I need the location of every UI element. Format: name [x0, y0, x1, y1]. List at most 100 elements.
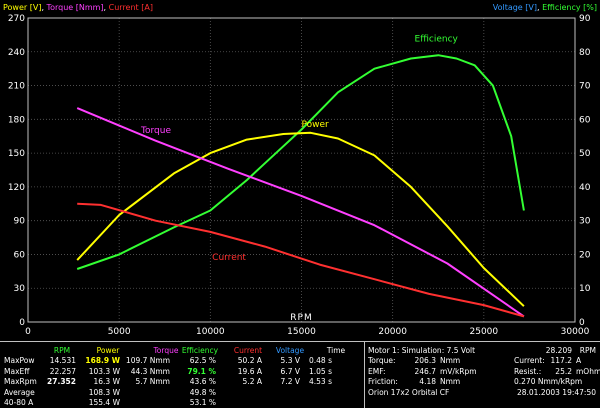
y-left-tick-label: 120: [8, 183, 25, 193]
table-cell: 44.3 Nmm: [130, 366, 170, 376]
y-right-tick-label: 0: [579, 318, 585, 328]
series-annotation: Power: [302, 120, 330, 130]
y-right-tick-label: 20: [579, 250, 591, 260]
current-value: 117.2: [550, 356, 572, 366]
table-cell: 49.8 %: [189, 387, 216, 397]
row-label: MaxPow: [4, 356, 35, 366]
y-left-tick-label: 240: [8, 48, 25, 58]
timestamp: 28.01.2003 19:47:50: [516, 387, 596, 397]
resist-unit: mOhm: [576, 366, 600, 376]
table-cell: [220, 388, 262, 398]
torque-unit: Nmm: [440, 356, 461, 366]
right-axis-legend: Voltage [V], Efficiency [%]: [493, 3, 597, 13]
x-tick-label: 20000: [378, 327, 407, 337]
table-cell: 6.7 V: [280, 366, 300, 376]
y-left-tick-label: 60: [14, 250, 26, 260]
emf-label: EMF:: [368, 366, 386, 376]
x-tick-label: 0: [25, 327, 31, 337]
table-cell: 7.2 V: [280, 377, 300, 387]
series-line-current: [77, 202, 525, 318]
table-cell: 1.05 s: [309, 366, 332, 376]
table-cell: 103.3 W: [88, 366, 120, 376]
y-left-tick-label: 30: [14, 284, 26, 294]
emf-value: 246.7: [414, 366, 436, 376]
table-cell: [266, 398, 300, 408]
table-cell: 16.3 W: [93, 377, 121, 387]
table-header: Time: [326, 346, 346, 355]
table-column-rpm: 14.531 22.257 27.352: [46, 356, 76, 408]
table-cell: 19.6 A: [237, 366, 262, 376]
series-line-power: [76, 131, 525, 307]
x-tick-label: 10000: [196, 327, 225, 337]
y-right-tick-label: 70: [579, 82, 591, 92]
x-tick-label: 15000: [287, 327, 316, 337]
friction-unit: Nmm: [440, 377, 461, 387]
series-annotation: Efficiency: [415, 35, 459, 45]
series-annotation: Torque: [140, 126, 171, 136]
y-left-tick-label: 150: [8, 149, 25, 159]
row-labels: MaxPow MaxEff MaxRpm Average 40-80 A: [4, 356, 44, 408]
table-column-torque: 109.7 Nmm 44.3 Nmm 5.7 Nmm: [124, 356, 170, 408]
y-right-tick-label: 90: [579, 14, 591, 24]
series-line-torque: [76, 107, 525, 318]
friction-label: Friction:: [368, 377, 398, 387]
table-cell: 50.2 A: [237, 356, 262, 366]
y-right-tick-label: 80: [579, 48, 591, 58]
x-tick-label: 5000: [108, 327, 131, 337]
x-axis-label: RPM: [290, 313, 312, 323]
y-left-tick-label: 270: [8, 14, 25, 24]
table-cell: 109.7 Nmm: [125, 356, 170, 366]
y-left-tick-label: 90: [14, 217, 26, 227]
y-left-tick-label: 180: [8, 115, 25, 125]
plot-frame: [27, 17, 576, 323]
friction-value: 4.18: [419, 377, 436, 387]
y-right-tick-label: 60: [579, 115, 591, 125]
table-column-eff: 62.5 % 79.1 % 43.6 % 49.8 % 53.1 %: [174, 356, 216, 408]
table-cell: 168.9 W: [85, 356, 120, 366]
motor-rpm-value: 28.209: [545, 346, 572, 355]
table-cell: 155.4 W: [88, 397, 120, 407]
table-header: Power: [96, 346, 120, 355]
table-header: Voltage: [275, 346, 305, 355]
motor-performance-chart: 0 30 60 90 120 150 180 210 240 270 0 10 20 30 40 50 60 70…: [8, 14, 591, 337]
motor-title: Motor 1: Simulation: 7.5 Volt: [368, 346, 476, 355]
x-tick-label: 25000: [470, 327, 499, 337]
table-column-voltage: 5.3 V 6.7 V 7.2 V: [266, 356, 300, 408]
series-line-efficiency: [76, 54, 525, 270]
motor-info-panel: Motor 1: Simulation: 7.5 Volt 28.209 RPM…: [364, 342, 600, 408]
table-cell: [266, 388, 300, 398]
table-cell: [46, 388, 76, 398]
x-tick-label: 30000: [561, 327, 590, 337]
resist-label: Resist.:: [514, 366, 542, 376]
legend-text: Efficiency [%]: [542, 3, 597, 12]
table-cell: [46, 398, 76, 408]
table-cell: [124, 398, 170, 408]
table-cell: [124, 388, 170, 398]
table-column-time: 0.48 s 1.05 s 4.53 s: [304, 356, 332, 408]
series-annotation: Current: [212, 253, 246, 263]
current-label: Current:: [514, 356, 545, 366]
legend-text: Voltage [V]: [492, 3, 537, 12]
table-header: Efficiency: [181, 346, 219, 355]
table-cell: 27.352: [47, 377, 76, 387]
table-column-power: 168.9 W 103.3 W 16.3 W 108.3 W 155.4 W: [80, 356, 120, 408]
table-header: Current: [233, 346, 263, 355]
row-label: MaxRpm: [4, 377, 37, 387]
friction-per-krpm: 0.270 Nmm/kRpm: [514, 377, 583, 387]
y-left-tick-label: 210: [8, 82, 25, 92]
table-cell: 53.1 %: [189, 397, 216, 407]
table-cell: 5.7 Nmm: [135, 377, 170, 387]
table-cell: [304, 398, 332, 408]
y-right-tick-label: 30: [579, 217, 591, 227]
motor-rpm-unit: RPM: [579, 346, 596, 355]
legend-text: Power [V]: [3, 3, 42, 12]
table-cell: 5.2 A: [242, 377, 262, 387]
legend-text: Current [A]: [108, 3, 153, 12]
row-label: 40-80 A: [4, 397, 34, 407]
row-label: Average: [4, 387, 35, 397]
table-cell: 62.5 %: [189, 356, 216, 366]
table-cell: 79.1 %: [187, 366, 216, 376]
results-table: MaxPow MaxEff MaxRpm Average 40-80 A RPM…: [0, 341, 600, 408]
table-cell: [220, 398, 262, 408]
table-column-current: 50.2 A 19.6 A 5.2 A: [220, 356, 262, 408]
